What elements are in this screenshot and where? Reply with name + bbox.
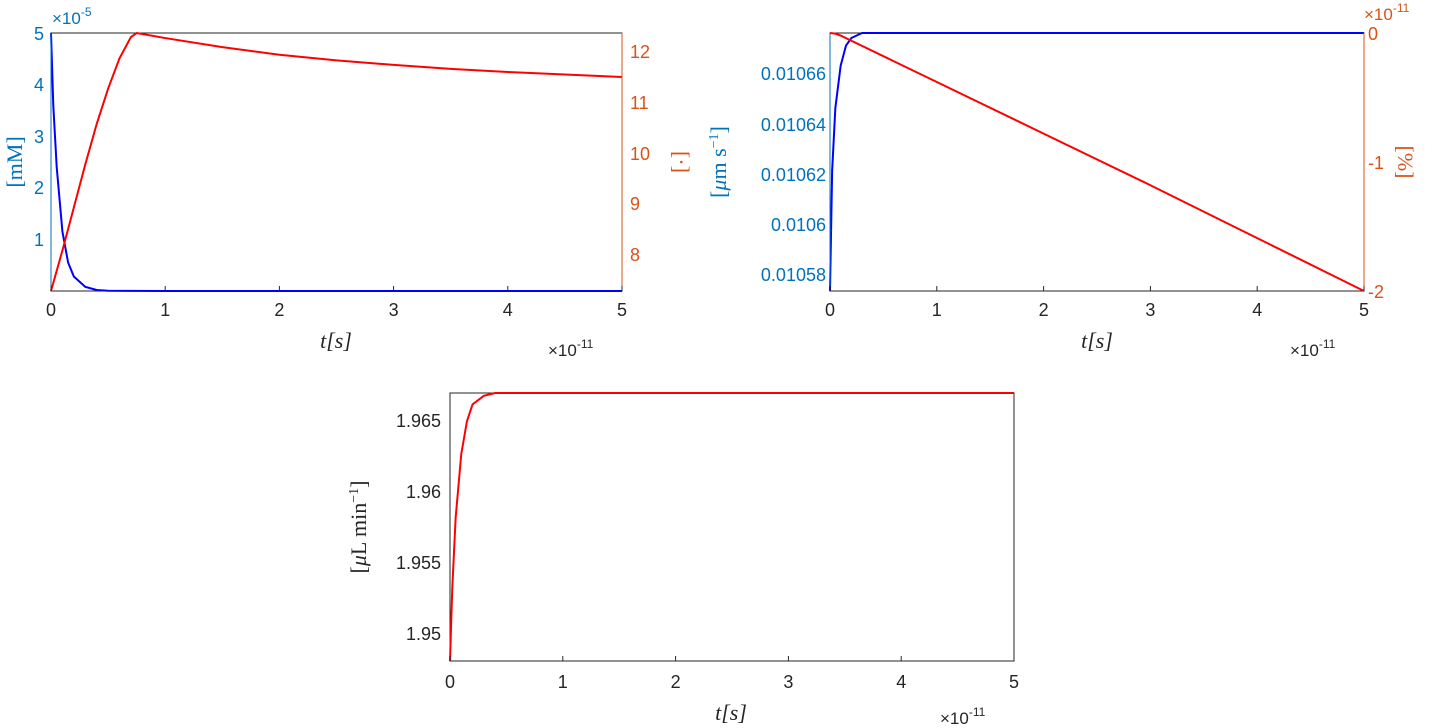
panel-1-right-ticks: 8 9 10 11 12 xyxy=(630,42,650,265)
panel-1-xtick-label: 2 xyxy=(274,300,284,320)
panel-1-blue-series-line xyxy=(50,32,622,292)
panel-1-ytick-left-label: 2 xyxy=(34,178,44,198)
panel-1-ylabel-right: [·] xyxy=(669,151,694,173)
panel-1-xtick-label: 5 xyxy=(617,300,627,320)
panel-3-xtick-label: 3 xyxy=(783,672,793,692)
panel-2-ytick-right-label: 0 xyxy=(1368,24,1378,44)
panel-2-xtick-label: 4 xyxy=(1252,300,1262,320)
panel-1-ytick-right-label: 10 xyxy=(630,144,650,164)
panel-3: 0 1 2 3 4 5 1.95 1.955 1.96 1.965 [μL mi… xyxy=(346,392,1019,728)
panel-2-ylabel-left: [μm s−1] xyxy=(706,126,731,198)
panel-2-xlabel: t[s] xyxy=(1081,328,1113,353)
panel-1-y-multiplier: ×10-5 xyxy=(52,5,92,28)
panel-2-ytick-left-label: 0.01066 xyxy=(761,64,826,84)
panel-2-xtick-label: 3 xyxy=(1145,300,1155,320)
panel-2-left-ticks: 0.01058 0.0106 0.01062 0.01064 0.01066 xyxy=(761,64,826,285)
panel-2-blue-series-line xyxy=(829,32,1364,292)
panel-3-x-ticks: 0 1 2 3 4 5 xyxy=(445,672,1019,692)
panel-3-xtick-label: 0 xyxy=(445,672,455,692)
panel-1-ytick-left-label: 5 xyxy=(34,24,44,44)
panel-1-xtick-label: 1 xyxy=(160,300,170,320)
panel-2-y-multiplier: ×10-11 xyxy=(1364,1,1410,24)
panel-1-ytick-left-label: 3 xyxy=(34,127,44,147)
panel-2-xtick-label: 5 xyxy=(1359,300,1369,320)
panel-2: 0 1 2 3 4 5 0.01058 0.0106 0.01062 0.010… xyxy=(706,1,1418,360)
panel-2-x-ticks: 0 1 2 3 4 5 xyxy=(825,300,1369,320)
panel-1-ytick-left-label: 1 xyxy=(34,230,44,250)
panel-3-ytick-left-label: 1.96 xyxy=(406,482,441,502)
panel-3-x-multiplier: ×10-11 xyxy=(940,705,986,728)
panel-1-plot-area xyxy=(50,32,623,292)
panel-1-ytick-right-label: 9 xyxy=(630,194,640,214)
panel-1-xlabel: t[s] xyxy=(320,328,352,353)
panel-1-ytick-left-label: 4 xyxy=(34,75,44,95)
panel-2-xtick-label: 2 xyxy=(1039,300,1049,320)
panel-3-left-ticks: 1.95 1.955 1.96 1.965 xyxy=(396,411,441,644)
panel-2-ytick-left-label: 0.01064 xyxy=(761,115,826,135)
panel-1-ytick-right-label: 11 xyxy=(630,93,649,113)
panel-2-ytick-left-label: 0.01058 xyxy=(761,265,826,285)
panel-3-xtick-label: 4 xyxy=(896,672,906,692)
panel-2-ytick-left-label: 0.0106 xyxy=(771,215,826,235)
panel-1-ytick-right-label: 12 xyxy=(630,42,650,62)
panel-1-x-ticks: 0 1 2 3 4 5 xyxy=(46,300,627,320)
panel-2-ytick-right-label: -1 xyxy=(1368,153,1384,173)
panel-3-ylabel-left: [μL min−1] xyxy=(346,481,371,574)
panel-1-xtick-label: 3 xyxy=(389,300,399,320)
panel-2-ytick-left-label: 0.01062 xyxy=(761,165,826,185)
panel-2-x-multiplier: ×10-11 xyxy=(1290,337,1336,360)
panel-3-xtick-label: 5 xyxy=(1009,672,1019,692)
panel-2-right-ticks: -2 -1 0 xyxy=(1368,24,1384,302)
panel-1-xtick-label: 4 xyxy=(503,300,513,320)
panel-3-ytick-left-label: 1.955 xyxy=(396,553,441,573)
panel-1-ylabel-left: [mM] xyxy=(2,136,27,187)
panel-3-xtick-label: 2 xyxy=(671,672,681,692)
panel-2-xtick-label: 0 xyxy=(825,300,835,320)
panel-2-red-series-line xyxy=(829,32,1365,292)
panel-1-red-series-line xyxy=(50,31,623,292)
panel-1-left-ticks: 1 2 3 4 5 xyxy=(34,24,44,250)
panel-3-plot-area xyxy=(449,392,1015,662)
panel-2-xtick-label: 1 xyxy=(932,300,942,320)
panel-3-ytick-left-label: 1.965 xyxy=(396,411,441,431)
panel-3-red-series-line xyxy=(449,392,1014,662)
panel-1-ytick-right-label: 8 xyxy=(630,245,640,265)
panel-3-ytick-left-label: 1.95 xyxy=(406,624,441,644)
panel-3-xlabel: t[s] xyxy=(715,700,747,725)
panel-2-ytick-right-label: -2 xyxy=(1368,282,1384,302)
panel-1-x-multiplier: ×10-11 xyxy=(548,337,594,360)
panel-3-xtick-label: 1 xyxy=(558,672,568,692)
panel-2-ylabel-right: [%] xyxy=(1393,146,1418,179)
panel-1: 0 1 2 3 4 5 1 2 3 4 5 8 9 10 11 12 ×10-5… xyxy=(2,5,694,360)
panel-1-xtick-label: 0 xyxy=(46,300,56,320)
